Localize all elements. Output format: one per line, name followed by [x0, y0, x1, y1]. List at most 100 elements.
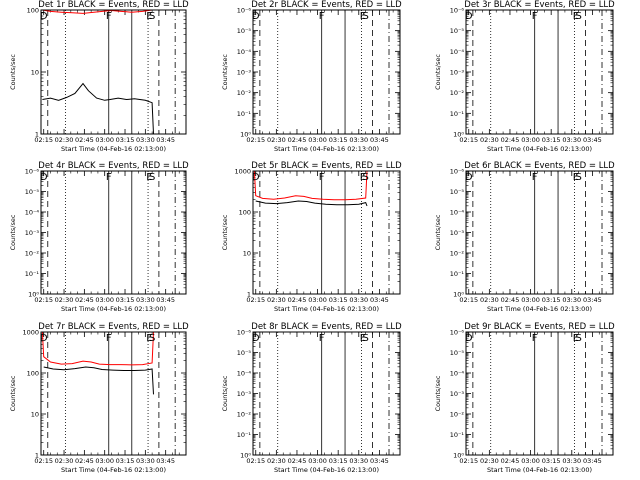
- x-tick-label: 03:30: [562, 457, 581, 465]
- marker-E: E: [146, 11, 152, 22]
- x-tick-label: 03:15: [116, 457, 135, 465]
- x-tick-label: 03:45: [370, 457, 389, 465]
- x-tick-label: 03:30: [349, 296, 368, 304]
- x-tick-label: 02:15: [246, 457, 265, 465]
- x-tick-label: 02:30: [55, 457, 74, 465]
- x-tick-label: 02:15: [246, 296, 265, 304]
- x-tick-label: 02:15: [459, 296, 478, 304]
- panel-title: Det 6r BLACK = Events, RED = LLD: [464, 161, 615, 171]
- y-tick-label: 10⁰: [240, 452, 251, 460]
- marker-S: S: [149, 333, 155, 344]
- y-tick-label: 10⁻⁵: [450, 188, 465, 196]
- panel-title: Det 3r BLACK = Events, RED = LLD: [464, 0, 615, 10]
- panel-title: Det 2r BLACK = Events, RED = LLD: [251, 0, 402, 10]
- x-tick-label: 03:00: [308, 136, 327, 144]
- x-tick-label: 03:15: [542, 296, 561, 304]
- x-tick-label: 03:45: [370, 296, 389, 304]
- series-lld-line: [253, 170, 368, 201]
- y-axis-label: Counts/sec: [9, 54, 17, 90]
- x-tick-label: 03:45: [156, 296, 175, 304]
- plot-frame: [465, 331, 614, 456]
- y-tick-label: 10⁻⁴: [450, 209, 465, 217]
- y-axis-label: Counts/sec: [221, 214, 229, 250]
- marker-S: S: [149, 172, 155, 183]
- x-tick-label: 03:15: [116, 136, 135, 144]
- y-tick-label: 10: [31, 411, 39, 419]
- panel-8: Det 8r BLACK = Events, RED = LLD 10⁰ 10⁻¹ 1…: [221, 322, 402, 474]
- marker-S: S: [362, 172, 368, 183]
- panel-5: Det 5r BLACK = Events, RED = LLD 1 10 100 10…: [221, 161, 402, 313]
- y-tick-label: 10⁻⁴: [450, 370, 465, 378]
- plot-frame: [252, 9, 401, 135]
- y-tick-label: 100: [239, 209, 251, 217]
- marker-E: E: [573, 11, 579, 22]
- marker-D: D: [40, 11, 48, 22]
- panel-title: Det 4r BLACK = Events, RED = LLD: [38, 161, 189, 171]
- x-tick-label: 03:00: [95, 136, 114, 144]
- x-tick-label: 03:15: [329, 136, 348, 144]
- y-axis-label: Counts/sec: [9, 375, 17, 411]
- y-tick-label: 100: [27, 7, 39, 15]
- x-axis-label: Start Time (04-Feb-16 02:13:00): [61, 305, 166, 313]
- marker-E: E: [573, 333, 579, 344]
- x-tick-label: 03:30: [562, 296, 581, 304]
- x-tick-label: 03:15: [542, 136, 561, 144]
- y-tick-label: 10⁻¹: [237, 110, 252, 118]
- y-tick-label: 10⁻⁵: [450, 349, 465, 357]
- plot-frame: [465, 9, 614, 135]
- y-axis-label: Counts/sec: [9, 214, 17, 250]
- y-tick-label: 10⁻⁵: [25, 188, 40, 196]
- x-tick-label: 02:45: [288, 457, 307, 465]
- y-tick-label: 10⁰: [453, 131, 464, 139]
- x-tick-label: 03:30: [136, 296, 155, 304]
- panel-title: Det 1r BLACK = Events, RED = LLD: [38, 0, 189, 10]
- panel-4: Det 4r BLACK = Events, RED = LLD 10⁰ 10⁻¹ 1…: [9, 161, 189, 313]
- x-tick-label: 03:45: [583, 136, 602, 144]
- marker-S: S: [149, 11, 155, 22]
- x-tick-label: 02:15: [34, 296, 53, 304]
- plot-frame: [465, 170, 614, 295]
- y-tick-label: 10⁻³: [450, 229, 465, 237]
- y-tick-label: 10⁻¹: [237, 431, 252, 439]
- marker-D: D: [465, 333, 473, 344]
- panel-title: Det 7r BLACK = Events, RED = LLD: [38, 322, 189, 332]
- x-tick-label: 02:45: [501, 457, 520, 465]
- y-axis-label: Counts/sec: [434, 375, 442, 411]
- x-tick-label: 03:00: [521, 457, 540, 465]
- marker-E: E: [146, 333, 152, 344]
- y-tick-label: 1: [247, 291, 251, 299]
- x-axis-label: Start Time (04-Feb-16 02:13:00): [61, 466, 166, 474]
- y-tick-label: 10⁻²: [25, 250, 40, 258]
- series-lld-line: [41, 331, 154, 366]
- marker-S: S: [362, 333, 368, 344]
- x-tick-label: 03:45: [370, 136, 389, 144]
- x-tick-label: 02:45: [501, 136, 520, 144]
- x-tick-label: 02:15: [459, 136, 478, 144]
- x-tick-label: 03:45: [156, 136, 175, 144]
- x-tick-label: 02:45: [75, 136, 94, 144]
- marker-D: D: [252, 333, 260, 344]
- y-tick-label: 10⁻¹: [450, 110, 465, 118]
- x-axis-label: Start Time (04-Feb-16 02:13:00): [274, 305, 379, 313]
- x-tick-label: 02:30: [55, 296, 74, 304]
- marker-S: S: [575, 333, 581, 344]
- y-tick-label: 10⁻⁴: [25, 209, 40, 217]
- x-tick-label: 03:30: [349, 457, 368, 465]
- marker-F: F: [106, 11, 112, 22]
- y-tick-label: 10⁻⁴: [450, 48, 465, 56]
- x-tick-label: 02:30: [267, 136, 286, 144]
- y-tick-label: 10⁻⁵: [237, 27, 252, 35]
- plot-frame: [40, 9, 187, 135]
- x-tick-label: 02:45: [75, 457, 94, 465]
- y-tick-label: 10⁻⁶: [450, 329, 465, 337]
- y-tick-label: 10⁻²: [450, 89, 465, 97]
- marker-F: F: [532, 172, 538, 183]
- marker-F: F: [532, 11, 538, 22]
- x-tick-label: 02:30: [480, 457, 499, 465]
- series-lld-line: [42, 9, 153, 14]
- plot-frame: [40, 331, 187, 456]
- x-tick-label: 02:15: [459, 457, 478, 465]
- y-tick-label: 10⁻⁴: [237, 48, 252, 56]
- y-tick-label: 10: [31, 69, 39, 77]
- plot-frame: [252, 170, 401, 295]
